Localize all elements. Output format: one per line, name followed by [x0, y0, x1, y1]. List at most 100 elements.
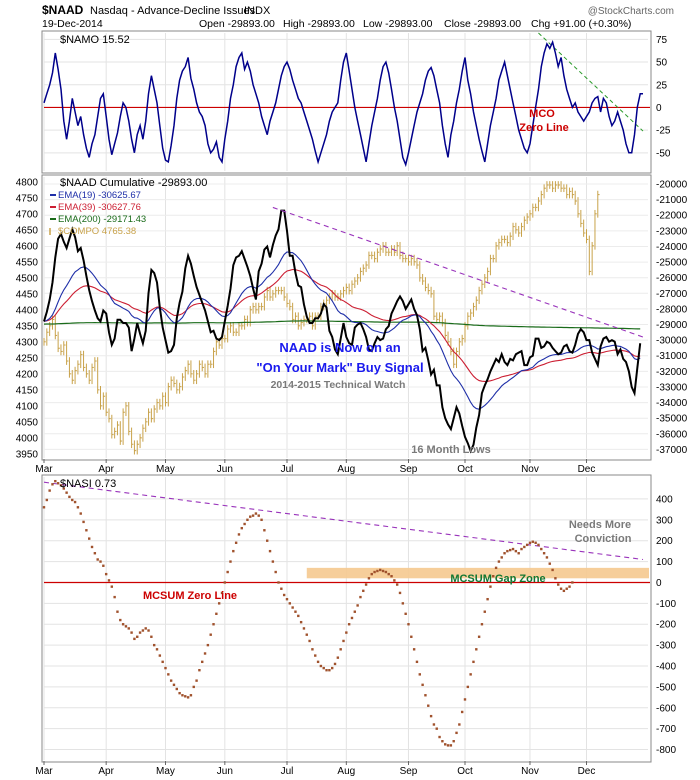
nasi-point [528, 541, 532, 544]
nasi-point [466, 685, 470, 689]
nasi-point [531, 540, 535, 543]
nasi-point [175, 687, 178, 691]
nasi-point [350, 616, 354, 620]
naad-y-tick: -32000 [656, 367, 688, 378]
change-label: Chg +91.00 (+0.30%) [531, 18, 631, 30]
nasi-point [568, 585, 571, 588]
nasi-point [469, 673, 472, 676]
month-lows-annotation: 16 Month Lows [411, 444, 490, 456]
month-label: Sep [400, 464, 418, 475]
naad-y-tick: -30000 [656, 336, 688, 347]
nasi-point [537, 543, 540, 547]
naad-y-tick: -28000 [656, 304, 688, 315]
naad-y-tick: -29000 [656, 320, 688, 331]
nasi-point [446, 744, 450, 747]
nasi-point [113, 595, 116, 599]
nasi-point [203, 652, 207, 655]
nasi-point [141, 629, 145, 632]
nasi-point [127, 627, 130, 630]
nasi-point [288, 602, 292, 605]
nasi-point [198, 668, 201, 672]
nasi-point [232, 549, 235, 553]
nasi-trendline [43, 481, 644, 561]
month-label: Apr [98, 464, 114, 475]
nasi-point [379, 568, 382, 572]
nasi-point [266, 539, 269, 542]
nasi-point [155, 648, 159, 651]
nasi-point [158, 654, 162, 657]
namo-series-line [43, 39, 643, 168]
nasi-point [59, 484, 63, 487]
nasi-point [364, 583, 368, 586]
nasi-point [96, 558, 99, 561]
naad-trendline [272, 206, 644, 338]
nasi-y-tick: 200 [656, 536, 673, 547]
nasi-point [497, 560, 501, 563]
nasi-point [410, 635, 413, 638]
nasi-panel: 400 300 200 100 0 -100 -200 -300 -400 -500 -600 -70… [41, 474, 676, 763]
nasi-point [441, 740, 444, 743]
nasi-point [432, 723, 436, 726]
nasi-point [336, 656, 340, 659]
naad-y-axis-right: -20000 -21000 -22000 -23000 -24000 -25000 -260… [656, 180, 688, 456]
open-label: Open -29893.00 [199, 18, 275, 30]
nasi-point [294, 610, 297, 613]
ema200-line [43, 320, 641, 330]
nasi-point [56, 482, 60, 485]
nasi-point [65, 491, 68, 494]
nasi-y-tick: -800 [656, 745, 676, 756]
buy-signal-annotation-line1: NAAD is Now on an [279, 340, 400, 355]
nasi-point [548, 562, 551, 565]
compo-y-tick: 4350 [16, 321, 39, 332]
nasi-point [511, 547, 515, 551]
compo-y-tick: 4150 [16, 385, 39, 396]
nasi-point [449, 744, 453, 747]
nasi-point [172, 683, 176, 687]
naad-title: $NAAD Cumulative -29893.00 [60, 177, 207, 189]
nasi-point [68, 495, 71, 499]
nasi-point [427, 704, 430, 707]
nasi-point [412, 648, 416, 651]
nasi-y-tick: -400 [656, 662, 676, 673]
nasi-point [302, 627, 306, 630]
nasi-point [260, 518, 263, 522]
naad-y-tick: -21000 [656, 195, 688, 206]
compo-y-tick: 4550 [16, 257, 39, 268]
nasi-point [291, 606, 294, 609]
nasi-point [201, 660, 204, 664]
nasi-point [562, 589, 566, 593]
nasi-point [540, 547, 543, 551]
nasi-y-tick: -500 [656, 682, 676, 693]
nasi-y-tick: 0 [656, 578, 662, 589]
nasi-point [249, 515, 252, 518]
nasi-point [51, 483, 54, 486]
nasi-point [333, 662, 337, 666]
nasi-point [330, 666, 334, 670]
date-label: 19-Dec-2014 [42, 18, 103, 30]
nasi-point [554, 577, 557, 580]
nasi-point [119, 618, 122, 622]
nasi-point [509, 548, 512, 552]
nasi-point [395, 583, 399, 586]
exchange-label: INDX [244, 5, 271, 17]
namo-y-tick: -50 [656, 148, 671, 159]
nasi-point [271, 560, 275, 563]
compo-y-tick: 4800 [16, 177, 39, 188]
namo-y-tick: 50 [656, 58, 668, 69]
gap-zone-annotation: MCSUM Gap Zone [450, 573, 545, 585]
nasi-point [79, 512, 82, 515]
compo-y-axis-left: 4800 4750 4700 4650 4600 4550 4500 4450 4400 4350… [16, 177, 39, 460]
compo-y-tick: 4100 [16, 401, 39, 412]
nasi-point [486, 597, 489, 601]
mco-annotation: MCO [529, 108, 555, 120]
close-label: Close -29893.00 [444, 18, 521, 30]
symbol-label: $NAAD [42, 3, 84, 17]
nasi-point [472, 660, 475, 664]
month-label: Jun [217, 766, 233, 777]
month-label: Sep [400, 766, 418, 777]
nasi-point [503, 552, 506, 555]
nasi-point [407, 623, 410, 626]
compo-y-tick: 4600 [16, 241, 39, 252]
naad-y-tick: -27000 [656, 289, 688, 300]
nasi-point [54, 479, 57, 483]
